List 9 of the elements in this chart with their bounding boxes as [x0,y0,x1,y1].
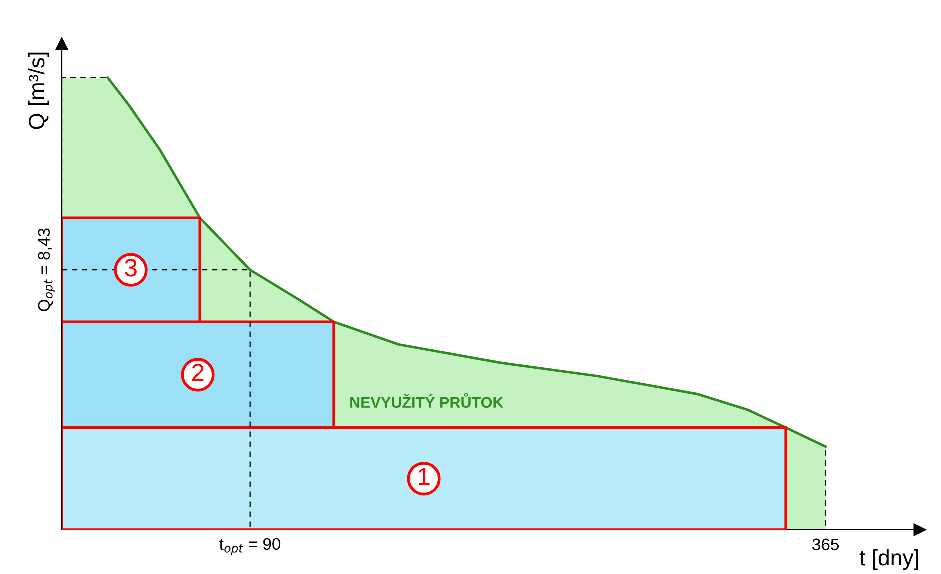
x-axis-title: t [dny] [860,549,918,570]
series-label: 1 [418,468,430,486]
series-label: 3 [125,259,137,277]
series-label: 2 [192,364,204,382]
x-tick-label: 365 [812,538,840,551]
x-tick-label: t$_{opt}$ = 90 [220,538,281,556]
y-axis-title: Q [m³/s] [28,52,50,130]
annotation: NEVYUŽITÝ PRŮTOK [350,393,504,408]
text: Q$_{opt}$ = 8,43 [38,228,56,312]
